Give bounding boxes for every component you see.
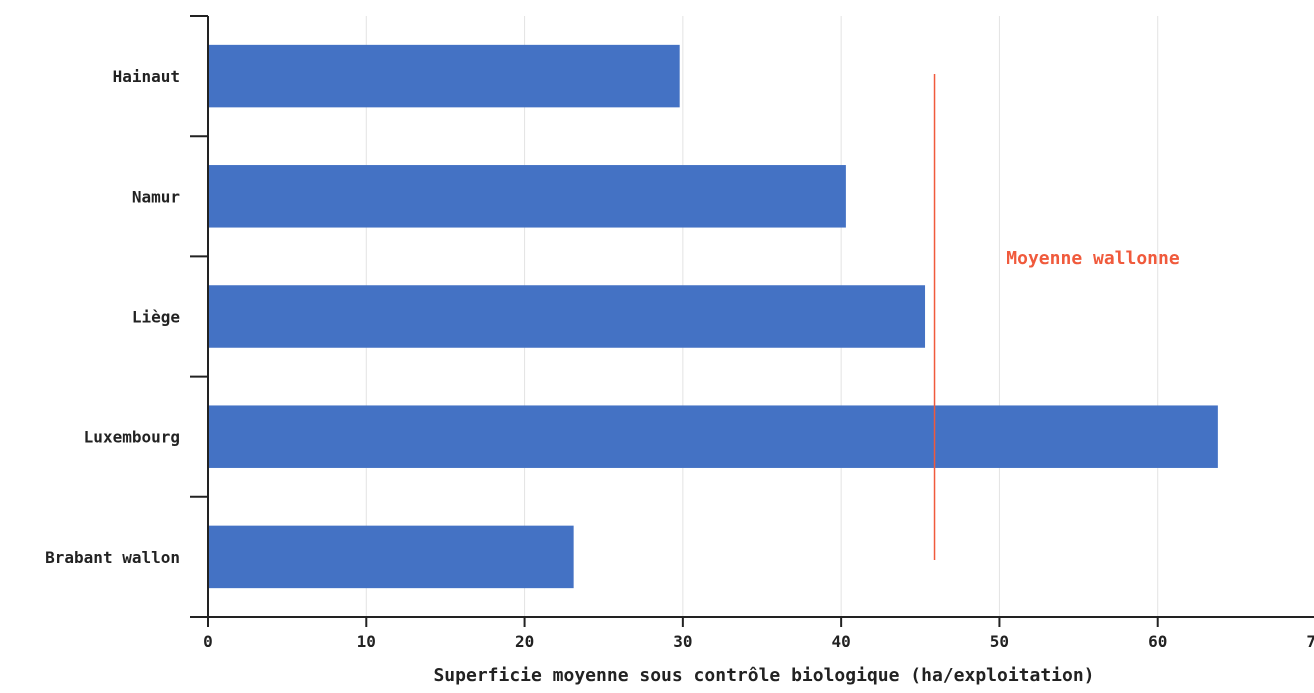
x-tick-label: 20 [515,632,534,651]
x-tick-label: 30 [673,632,692,651]
bar [208,165,846,228]
x-tick-label: 60 [1148,632,1167,651]
reference-line-label: Moyenne wallonne [1006,248,1180,269]
y-category-label: Liège [132,308,180,327]
x-axis-title: Superficie moyenne sous contrôle biologi… [433,665,1094,686]
x-tick-label: 70 [1306,632,1314,651]
bars [208,44,1218,589]
y-category-label: Hainaut [113,67,180,86]
x-tick-label: 0 [203,632,213,651]
tick-labels: 0 10 20 30 40 50 60 70 Hainaut Namur Liège Luxembou… [45,67,1314,651]
x-tick-label: 50 [990,632,1009,651]
bar [208,44,680,108]
y-category-label: Luxembourg [84,428,180,447]
axes [190,15,1314,627]
bar [208,285,926,348]
x-tick-label: 10 [357,632,376,651]
x-tick-label: 40 [832,632,851,651]
y-category-label: Brabant wallon [45,548,180,567]
bar [208,405,1218,468]
bar [208,525,574,589]
y-category-label: Namur [132,187,180,206]
